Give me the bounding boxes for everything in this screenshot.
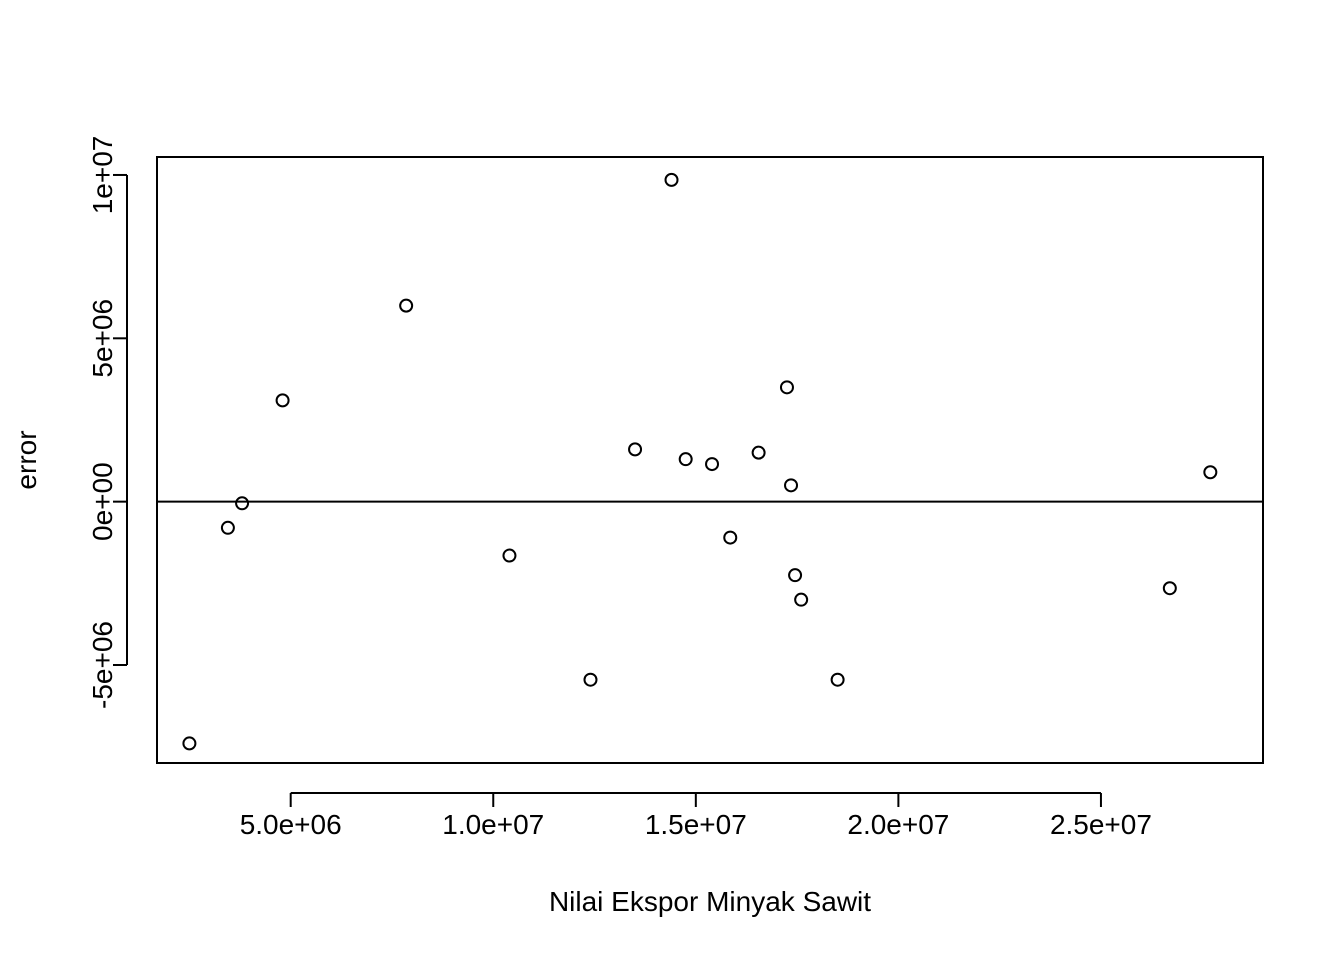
x-tick-label: 1.5e+07	[645, 809, 747, 840]
data-point	[583, 672, 598, 687]
data-point	[705, 457, 720, 472]
data-point	[399, 298, 414, 313]
y-tick-label: 0e+00	[87, 462, 118, 541]
x-tick-label: 5.0e+06	[240, 809, 342, 840]
data-point	[794, 592, 809, 607]
data-point	[628, 442, 643, 457]
x-tick-label: 2.5e+07	[1050, 809, 1152, 840]
data-point	[664, 172, 679, 187]
data-point	[235, 496, 250, 511]
data-point	[1203, 465, 1218, 480]
data-point	[678, 452, 693, 467]
plot-frame	[156, 156, 1264, 764]
x-tick-label: 2.0e+07	[847, 809, 949, 840]
y-tick-label: 5e+06	[87, 299, 118, 378]
data-point	[275, 393, 290, 408]
data-point	[723, 530, 738, 545]
y-tick-label: -5e+06	[87, 621, 118, 709]
data-point	[830, 672, 845, 687]
x-axis-title: Nilai Ekspor Minyak Sawit	[549, 886, 871, 917]
y-axis-title: error	[11, 430, 42, 489]
data-point	[788, 568, 803, 583]
data-point	[1162, 581, 1177, 596]
x-tick-label: 1.0e+07	[442, 809, 544, 840]
data-point	[182, 736, 197, 751]
data-point	[220, 520, 235, 535]
data-point	[779, 380, 794, 395]
plot-area: 5.0e+06 1.0e+07 1.5e+07 2.0e+07 2.5e+07 -5e+0…	[87, 136, 1264, 840]
data-point	[751, 445, 766, 460]
y-tick-label: 1e+07	[87, 136, 118, 215]
data-point	[502, 548, 517, 563]
data-point	[784, 478, 799, 493]
